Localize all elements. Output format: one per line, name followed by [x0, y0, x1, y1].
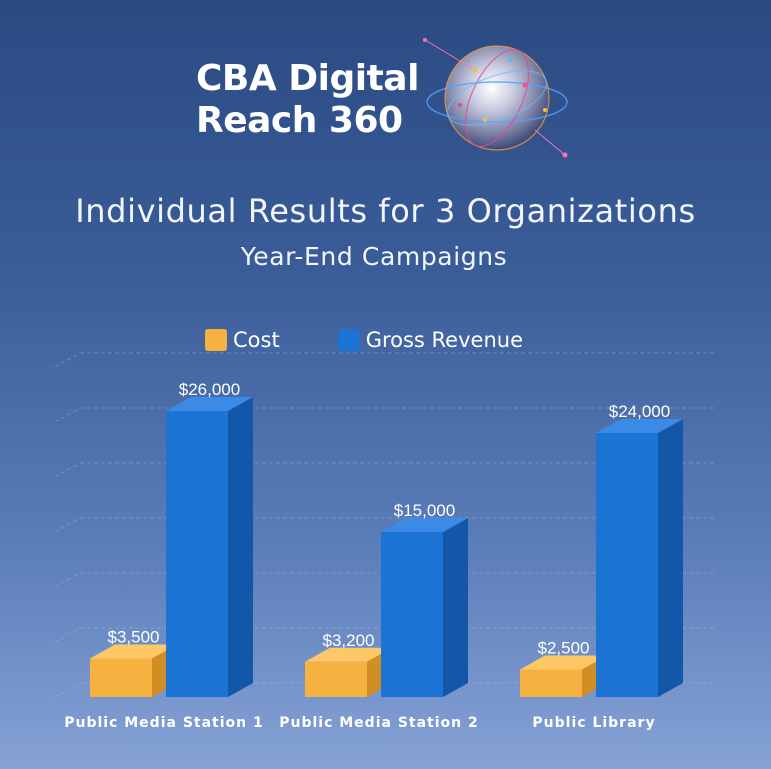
gridline-depth	[54, 517, 81, 533]
bar-side-gross-revenue	[228, 397, 253, 697]
logo-line-1: CBA Digital	[196, 58, 419, 99]
chart-subtitle: Year-End Campaigns	[240, 242, 508, 271]
legend: Cost Gross Revenue	[205, 328, 581, 352]
globe-network-icon	[423, 38, 568, 158]
gridline-depth	[54, 407, 81, 423]
bar-cost	[90, 658, 152, 697]
chart-title: Individual Results for 3 Organizations	[75, 192, 696, 230]
bar-top-cost	[305, 647, 392, 662]
legend-label-cost: Cost	[233, 328, 280, 352]
data-label: $3,200	[323, 631, 375, 650]
bar-top-cost	[520, 655, 607, 670]
gridline-depth	[54, 352, 81, 368]
bar-gross-revenue	[596, 433, 658, 697]
bar-side-gross-revenue	[658, 419, 683, 697]
legend-label-gross-revenue: Gross Revenue	[365, 328, 523, 352]
bar-cost	[520, 669, 582, 697]
category-label: Public Media Station 1	[64, 715, 264, 731]
data-label: $3,500	[108, 628, 160, 647]
bar-top-cost	[90, 644, 177, 659]
logo-title: CBA Digital Reach 360	[196, 58, 419, 142]
bar-side-gross-revenue	[443, 518, 468, 697]
data-label: $2,500	[538, 639, 590, 658]
bar-gross-revenue	[381, 532, 443, 697]
gridline-depth	[54, 572, 81, 588]
bar-top-gross-revenue	[596, 419, 683, 433]
logo-line-2: Reach 360	[196, 100, 403, 141]
legend-swatch-cost	[205, 329, 227, 351]
bar-top-gross-revenue	[166, 397, 253, 411]
data-label: $26,000	[179, 380, 240, 399]
data-label: $24,000	[609, 402, 670, 421]
category-label: Public Library	[532, 715, 655, 731]
bar-top-gross-revenue	[381, 518, 468, 532]
legend-swatch-gross-revenue	[337, 329, 360, 351]
bar-gross-revenue	[166, 411, 228, 697]
data-label: $15,000	[394, 501, 455, 520]
gridline-depth	[54, 462, 81, 478]
gridline-depth	[54, 627, 81, 643]
legend-item-gross-revenue: Gross Revenue	[337, 328, 523, 352]
category-label: Public Media Station 2	[279, 715, 479, 731]
bar-cost	[305, 661, 367, 697]
legend-item-cost: Cost	[205, 328, 280, 352]
gridline-depth	[54, 682, 81, 698]
